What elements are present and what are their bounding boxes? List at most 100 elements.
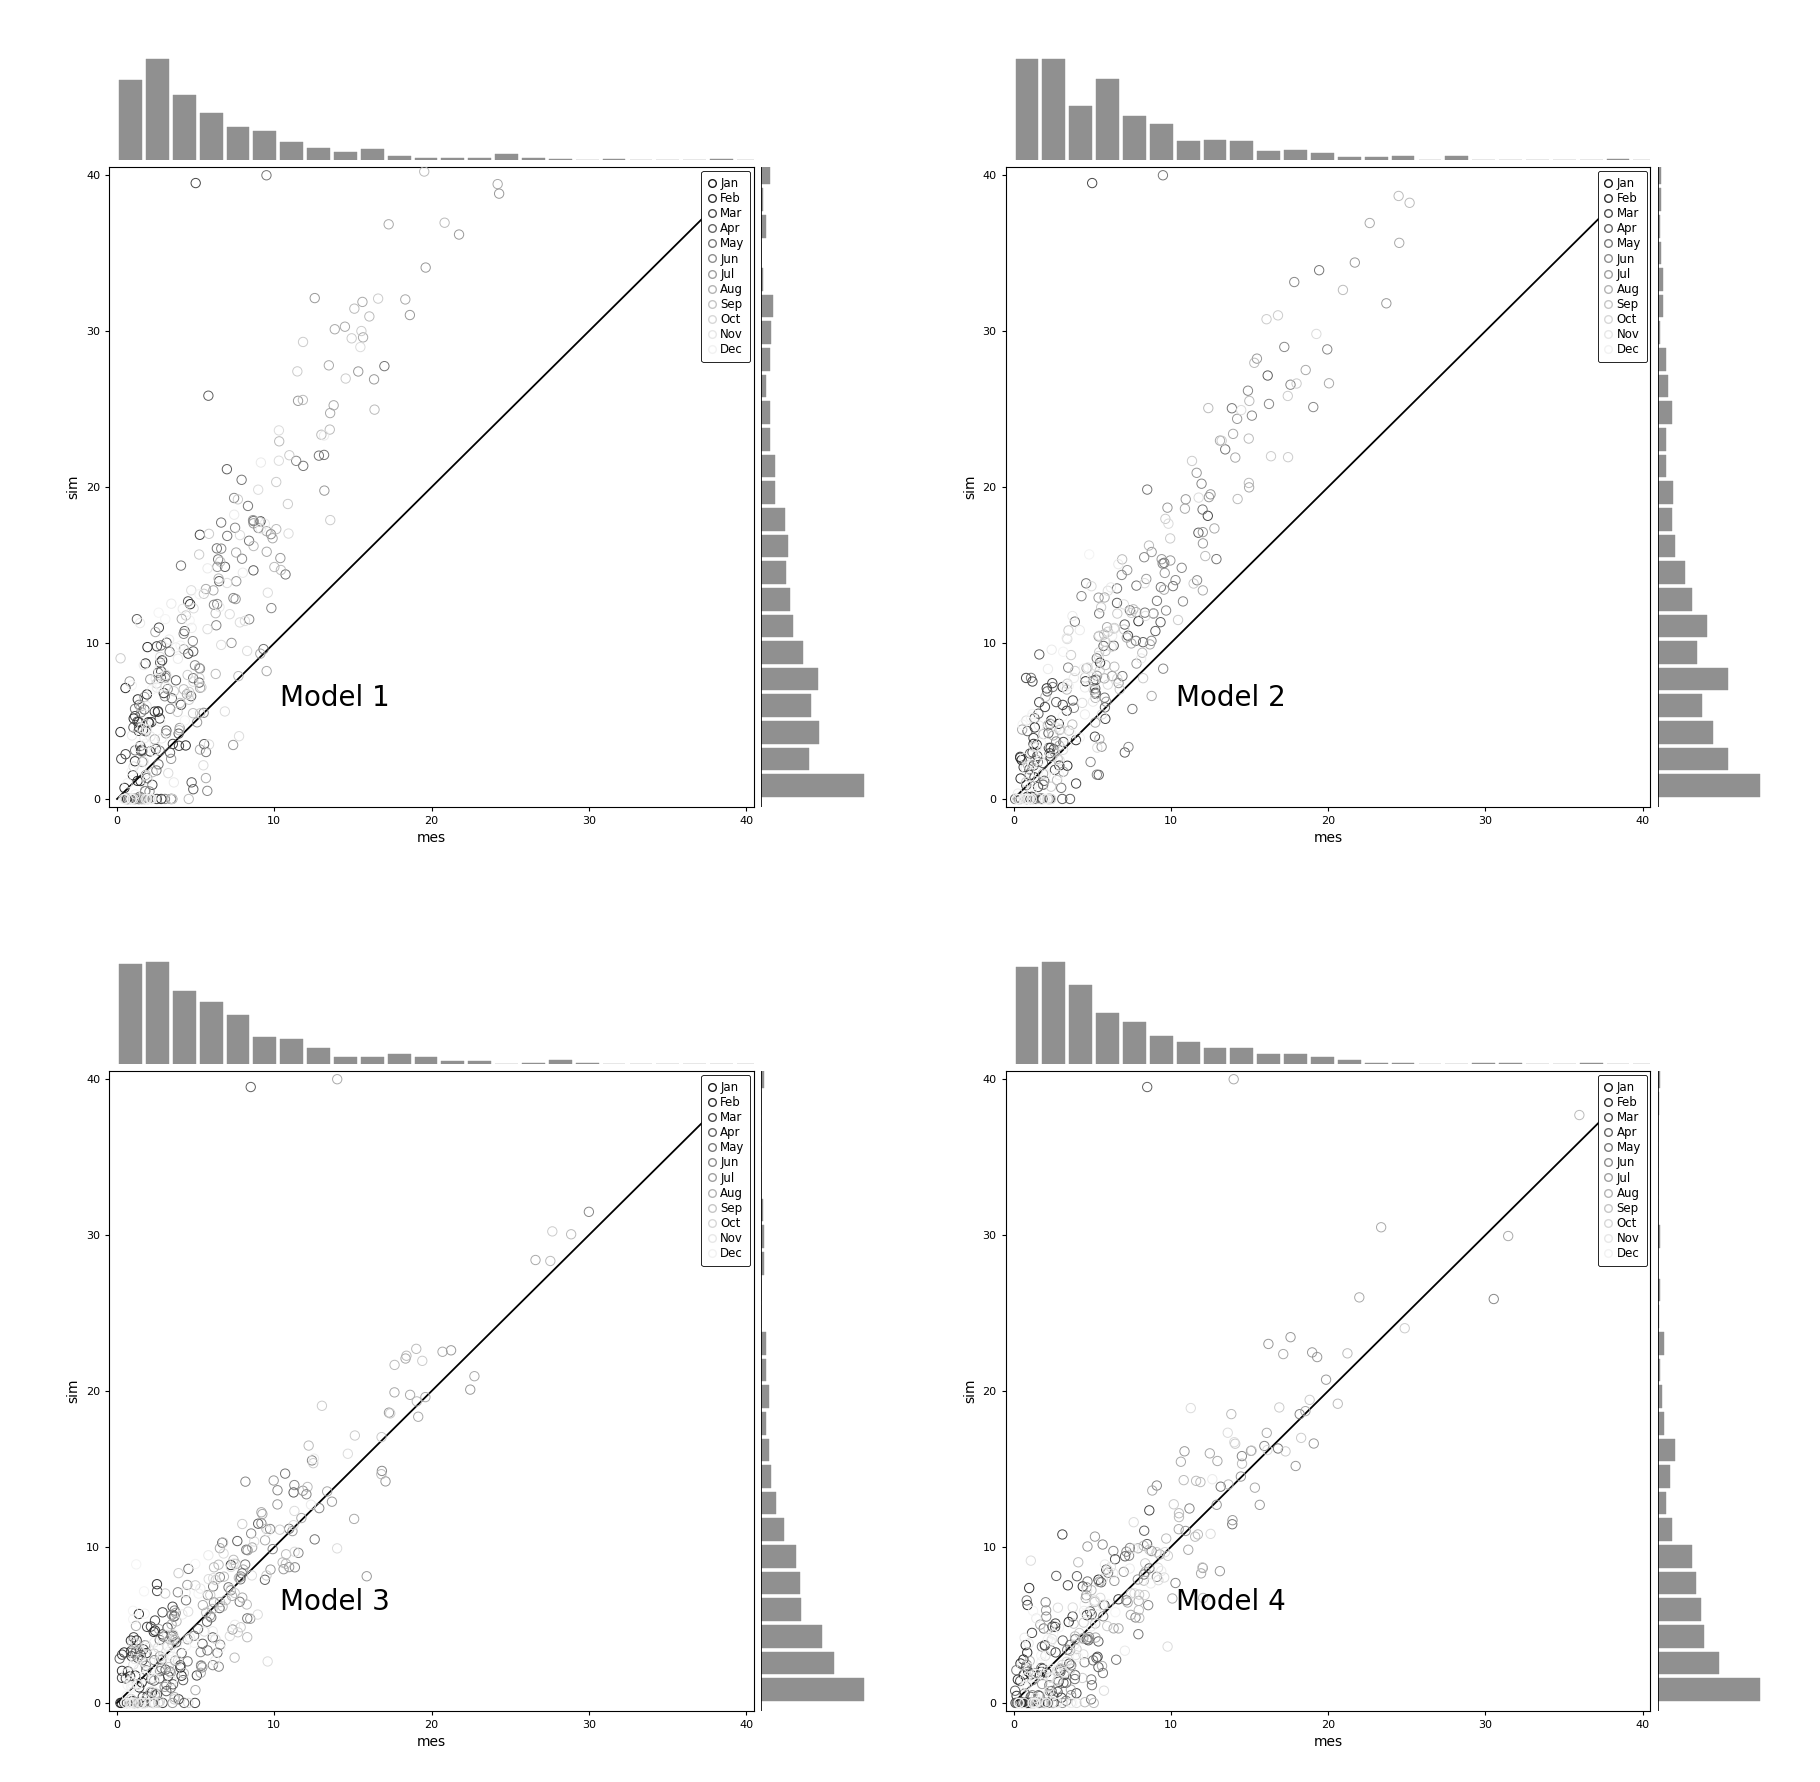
Point	[1014, 1574, 1043, 1602]
Point	[535, 1247, 564, 1276]
Point	[129, 683, 158, 711]
Point	[251, 1561, 280, 1590]
Point	[1043, 1593, 1072, 1622]
Bar	[1658, 1545, 1693, 1568]
Point	[131, 1689, 160, 1718]
Point	[380, 1351, 410, 1379]
Point	[1030, 761, 1059, 789]
Point	[1052, 675, 1081, 704]
Point	[1194, 501, 1223, 529]
Point	[1074, 1625, 1103, 1654]
Point	[162, 1629, 191, 1657]
Point	[1196, 479, 1225, 508]
Text: Model 1: Model 1	[280, 684, 389, 713]
Point	[1254, 1329, 1283, 1358]
Point	[111, 740, 140, 768]
Bar	[1658, 401, 1671, 424]
Point	[124, 732, 153, 761]
Point	[107, 1689, 136, 1718]
Point	[1254, 390, 1283, 419]
Point	[1150, 576, 1179, 604]
Point	[1043, 1655, 1072, 1684]
Point	[157, 1666, 186, 1695]
Point	[215, 1622, 244, 1650]
Point	[1036, 1663, 1065, 1691]
Point	[355, 303, 384, 331]
Point	[126, 1641, 155, 1670]
Bar	[761, 535, 788, 558]
Point	[1136, 1570, 1165, 1598]
Point	[127, 1689, 157, 1718]
Point	[1279, 267, 1309, 296]
Point	[437, 1336, 466, 1365]
Bar	[1658, 535, 1674, 558]
Point	[1036, 784, 1065, 813]
Point	[1072, 1575, 1101, 1604]
Bar	[1658, 1492, 1665, 1515]
Point	[1008, 784, 1037, 813]
Point	[391, 1342, 420, 1370]
Point	[344, 356, 373, 385]
Bar	[1658, 508, 1671, 531]
Point	[238, 531, 268, 560]
Point	[1036, 1672, 1065, 1700]
Point	[251, 1566, 280, 1595]
Point	[1602, 130, 1631, 159]
Point	[235, 526, 264, 554]
Point	[175, 681, 204, 709]
Point	[202, 552, 231, 581]
Point	[1048, 1627, 1077, 1655]
Point	[1181, 1522, 1210, 1550]
Point	[147, 1654, 177, 1682]
Point	[144, 697, 173, 725]
Point	[550, 130, 579, 159]
Point	[171, 706, 200, 734]
Point	[124, 707, 153, 736]
Point	[1356, 208, 1385, 237]
Point	[1061, 1634, 1090, 1663]
Point	[1019, 784, 1048, 813]
Point	[1188, 519, 1218, 547]
Point	[1065, 1618, 1094, 1647]
Point	[144, 658, 173, 686]
Point	[1045, 1655, 1074, 1684]
Point	[1032, 674, 1061, 702]
Point	[226, 1563, 255, 1591]
Point	[1145, 1540, 1174, 1568]
Point	[226, 520, 255, 549]
Point	[1110, 1636, 1139, 1664]
Point	[115, 1663, 144, 1691]
Point	[1085, 656, 1114, 684]
Point	[131, 761, 160, 789]
Point	[1188, 1554, 1218, 1582]
Point	[122, 1550, 151, 1579]
Point	[1132, 1529, 1161, 1557]
Point	[133, 784, 162, 813]
Point	[131, 1689, 160, 1718]
Point	[1043, 1666, 1072, 1695]
Point	[404, 1402, 433, 1431]
Point	[200, 1647, 229, 1675]
Point	[157, 695, 186, 723]
Point	[1025, 1689, 1054, 1718]
Point	[118, 1606, 147, 1634]
Point	[1014, 1654, 1043, 1682]
Point	[187, 674, 217, 702]
Point	[1037, 1677, 1067, 1705]
Point	[1014, 784, 1043, 813]
Point	[309, 421, 339, 449]
Point	[1150, 1563, 1179, 1591]
Point	[144, 613, 173, 642]
Point	[1026, 1632, 1056, 1661]
Point	[202, 1566, 231, 1595]
Point	[1074, 654, 1103, 683]
Point	[1021, 1684, 1050, 1713]
Point	[1099, 1536, 1128, 1565]
Point	[151, 1579, 180, 1607]
Bar	[1230, 1048, 1254, 1064]
Point	[151, 661, 180, 690]
Bar	[1392, 155, 1414, 160]
Point	[1081, 684, 1110, 713]
Point	[1094, 670, 1123, 699]
Point	[127, 1647, 157, 1675]
